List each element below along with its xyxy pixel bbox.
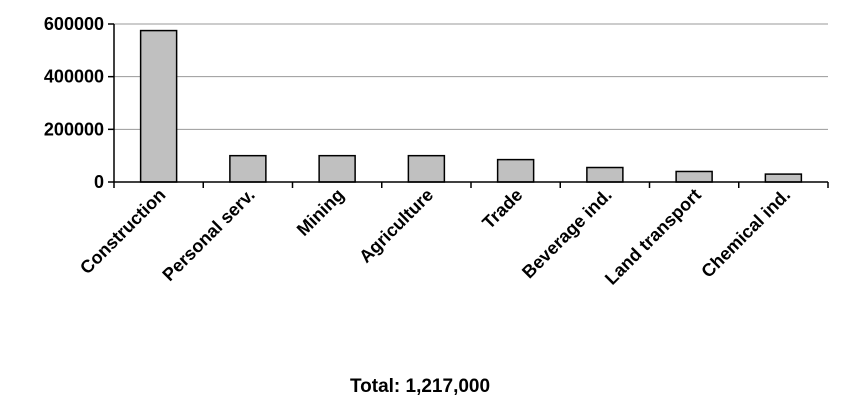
y-tick-label: 400000 (44, 67, 104, 87)
x-category-label: Mining (293, 185, 348, 240)
grid-lines (114, 23, 828, 130)
y-axis-tick-labels: 0 200000 400000 600000 (44, 14, 104, 192)
x-category-label: Personal serv. (158, 185, 258, 285)
y-tick-label: 600000 (44, 14, 104, 34)
y-tick-label: 200000 (44, 119, 104, 139)
bar-chemical-ind (764, 173, 803, 183)
bar-mining (318, 154, 356, 183)
bar-trade (496, 158, 535, 183)
axes (108, 23, 829, 188)
bar-land-transport (675, 170, 713, 183)
bar-personal-serv (229, 154, 267, 183)
x-category-label: Beverage ind. (518, 185, 616, 283)
x-category-label: Construction (76, 185, 169, 278)
y-tick-label: 0 (94, 172, 104, 192)
x-category-label: Agriculture (355, 185, 437, 267)
bar-agriculture (407, 154, 446, 183)
x-category-label: Chemical ind. (697, 185, 794, 282)
chart-total-footer: Total: 1,217,000 (350, 376, 490, 397)
bars (139, 29, 803, 183)
bar-construction (139, 29, 178, 183)
bar-beverage-ind (586, 166, 624, 183)
x-category-label: Trade (478, 185, 526, 233)
x-category-label: Land transport (601, 185, 705, 289)
